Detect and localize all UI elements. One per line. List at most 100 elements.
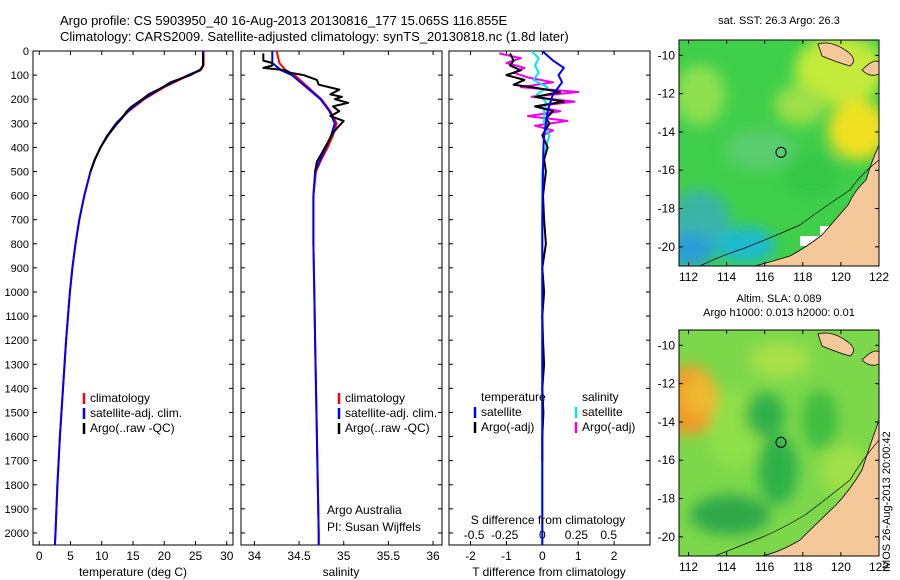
legend-label: satellite xyxy=(582,405,623,419)
depth-tick-label: 1900 xyxy=(5,504,29,516)
sla-blobs xyxy=(679,342,870,535)
plot-title-line2: Climatology: CARS2009. Satellite-adjuste… xyxy=(60,29,569,44)
difference-series-line xyxy=(499,52,580,137)
map-lon-label: 112 xyxy=(679,270,698,284)
temperature-axis-label: temperature (deg C) xyxy=(79,565,187,579)
map-lat-label: -20 xyxy=(658,530,676,544)
depth-tick-label: 1000 xyxy=(5,287,29,299)
sst-map-field xyxy=(679,40,879,266)
salinity-axes-frame xyxy=(240,50,443,546)
argo-float-marker xyxy=(775,146,787,158)
map-lat-label: -14 xyxy=(658,415,676,429)
temperature-axes-frame xyxy=(32,50,234,546)
difference-series-line xyxy=(541,51,565,545)
temperature-ticks: 0 5 10 15 20 25 30 xyxy=(36,51,234,563)
depth-tick-label: 1700 xyxy=(5,456,29,468)
x-tick-label: 35 xyxy=(337,549,351,563)
depth-tick-label: 700 xyxy=(11,215,29,227)
map-lat-label: -12 xyxy=(658,87,676,101)
depth-tick-label: 1200 xyxy=(5,335,29,347)
salinity-depth-ticks xyxy=(241,50,442,534)
sst-blobs xyxy=(679,40,879,266)
legend-label: Argo(-adj) xyxy=(481,420,534,434)
depth-tick-label: 900 xyxy=(11,263,29,275)
x-tick-label: 34.5 xyxy=(287,549,311,563)
series-line xyxy=(271,51,336,545)
t-difference-ticks: -2 -1 0 1 2 xyxy=(465,51,618,563)
legend-label: Argo(..raw -QC) xyxy=(90,421,175,435)
legend-label: Argo(-adj) xyxy=(582,420,635,434)
map-lat-label: -10 xyxy=(658,338,676,352)
x-tick-label: -1 xyxy=(501,549,512,563)
legend-label: satellite-adj. clim. xyxy=(90,406,182,420)
map-lat-label: -20 xyxy=(658,240,676,254)
sla-land-island xyxy=(817,332,854,357)
difference-lines xyxy=(499,51,580,545)
x-tick-label: 25 xyxy=(189,549,203,563)
legend-label: satellite-adj. clim. xyxy=(345,406,437,420)
sla-map-title-line2: Argo h1000: 0.013 h2000: 0.01 xyxy=(703,307,855,319)
difference-panel: -2 -1 0 1 2 -0.5 -0.25 0 0.25 0.5 temperature sal… xyxy=(448,50,651,579)
map-lon-label: 122 xyxy=(869,560,889,574)
salinity-ticks: 34 34.5 35 35.5 36 xyxy=(248,51,440,563)
legend-label: climatology xyxy=(345,391,405,405)
legend-label: satellite xyxy=(481,405,522,419)
depth-tick-label: 1600 xyxy=(5,432,29,444)
x-tick-label: 1 xyxy=(575,549,582,563)
sla-land-island xyxy=(861,350,879,366)
map-lat-label: -16 xyxy=(658,453,676,467)
depth-tick-label: 2000 xyxy=(5,528,29,540)
map-lon-label: 122 xyxy=(869,270,889,284)
sla-map-field xyxy=(679,330,879,556)
map-lon-label: 114 xyxy=(717,560,736,574)
sst-map-title: sat. SST: 26.3 Argo: 26.3 xyxy=(718,15,840,27)
depth-tick-label: 0 xyxy=(23,46,29,58)
x-tick-label: 5 xyxy=(67,549,74,563)
legend-header-temperature: temperature xyxy=(481,390,546,404)
map-lat-label: -18 xyxy=(658,492,676,506)
depth-tick-label: 100 xyxy=(11,70,29,82)
map-lon-label: 112 xyxy=(679,560,698,574)
sla-map-title-line1: Altim. SLA: 0.089 xyxy=(737,293,822,305)
x-tick-label: -2 xyxy=(465,549,476,563)
depth-tick-label: 1500 xyxy=(5,407,29,419)
series-line xyxy=(89,53,204,172)
map-lat-label: -16 xyxy=(658,163,676,177)
sst-map-ticks: 112 114 116 118 120 122 -10 -12 -14 -16 -18 -20 xyxy=(658,40,889,284)
depth-tick-label: 600 xyxy=(11,191,29,203)
depth-tick-label: 500 xyxy=(11,166,29,178)
map-lat-label: -18 xyxy=(658,202,676,216)
sla-map-panel: Altim. SLA: 0.089 Argo h1000: 0.013 h200… xyxy=(658,293,890,574)
legend-label: climatology xyxy=(90,391,150,405)
x-tick-label: 30 xyxy=(220,549,234,563)
argo-float-marker xyxy=(775,436,787,448)
map-lon-label: 116 xyxy=(755,270,774,284)
sst-map-panel: sat. SST: 26.3 Argo: 26.3 112 114 116 11 xyxy=(658,15,890,284)
t-difference-axis-label: T difference from climatology xyxy=(472,565,626,579)
depth-tick-label: 200 xyxy=(11,94,29,106)
map-lon-label: 120 xyxy=(831,270,851,284)
x-tick-label: 15 xyxy=(126,549,140,563)
depth-tick-label: 1800 xyxy=(5,480,29,492)
x-tick-label: 36 xyxy=(426,549,440,563)
sla-land-australia xyxy=(761,419,879,556)
depth-tick-label: 400 xyxy=(11,142,29,154)
map-lon-label: 118 xyxy=(793,560,812,574)
x-tick-label: 0 xyxy=(539,549,546,563)
sst-map-frame xyxy=(678,39,880,267)
map-lat-label: -12 xyxy=(658,377,676,391)
sst-bathymetry-contour xyxy=(699,159,879,266)
sst-land-island xyxy=(861,60,879,76)
float-owner-line1: Argo Australia xyxy=(327,503,402,517)
s-tick-label: -0.25 xyxy=(491,528,519,542)
salinity-panel: 34 34.5 35 35.5 36 climatologysatellite-adj.… xyxy=(240,50,443,579)
x-tick-label: 2 xyxy=(611,549,618,563)
s-tick-label: 0.25 xyxy=(565,528,589,542)
float-owner-line2: PI: Susan Wijffels xyxy=(327,520,421,534)
depth-tick-label: 300 xyxy=(11,118,29,130)
temperature-lines xyxy=(53,51,205,545)
salinity-axis-label: salinity xyxy=(323,565,360,579)
